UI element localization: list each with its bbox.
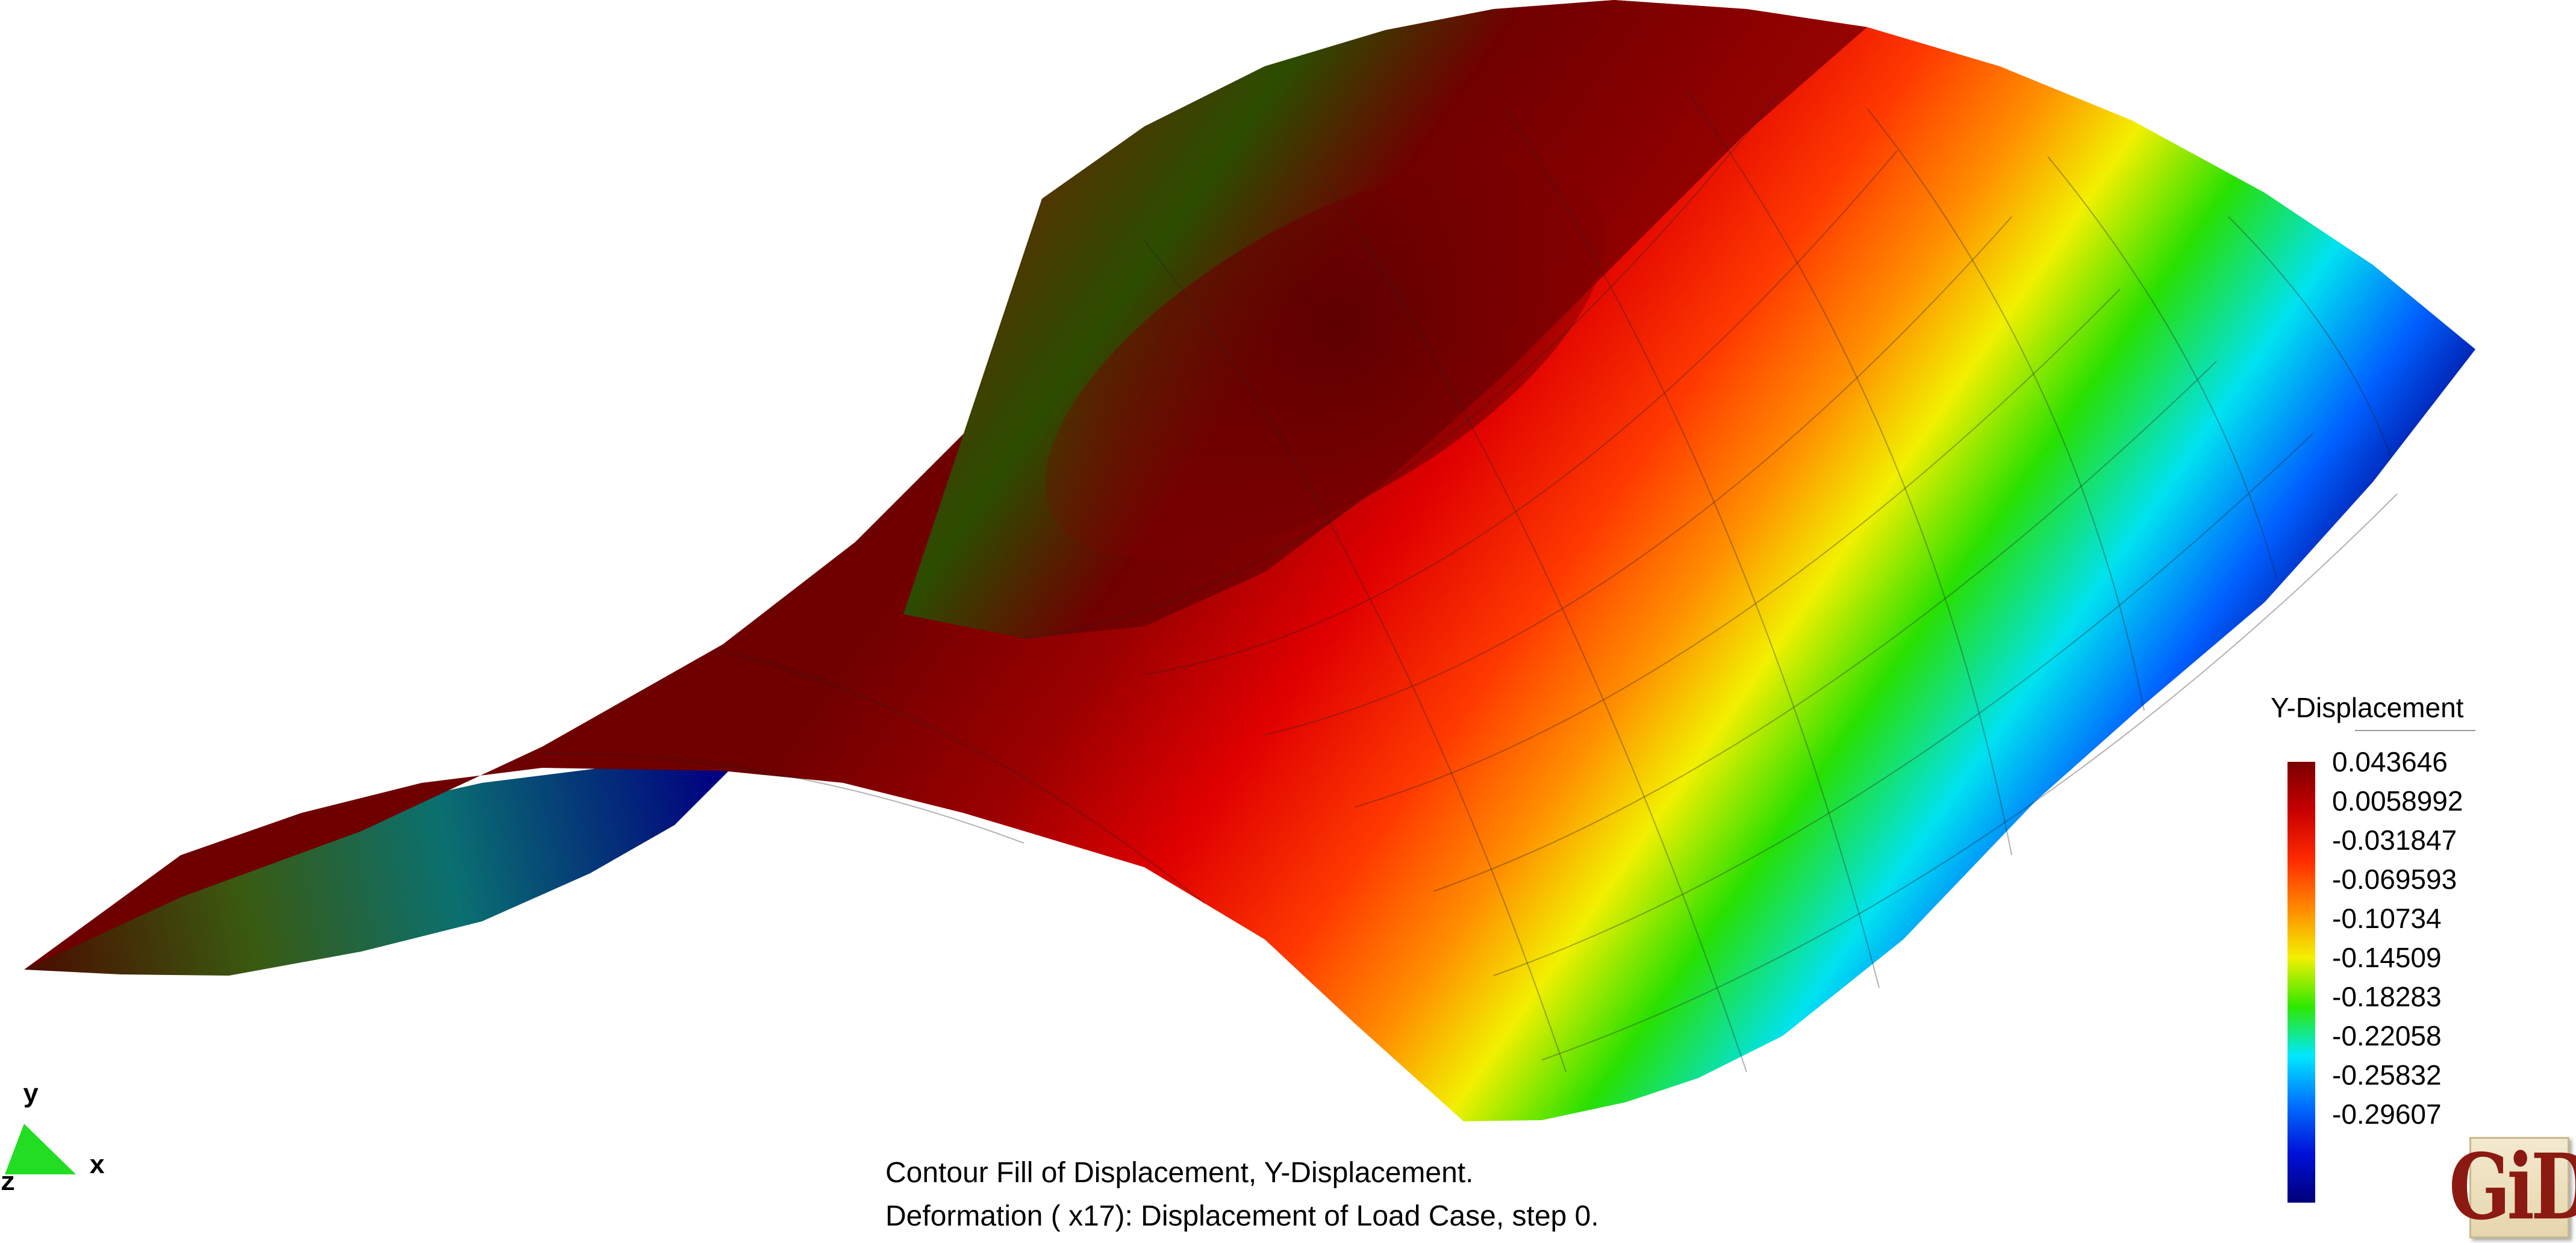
gid-logo: GiD <box>2449 1137 2576 1238</box>
legend-value-1: 0.0058992 <box>2332 785 2463 817</box>
plot-caption: Contour Fill of Displacement, Y-Displace… <box>885 1151 1599 1238</box>
legend-value-8: -0.25832 <box>2332 1059 2442 1091</box>
gid-logo-text: GiD <box>2448 1134 2576 1241</box>
legend-value-9: -0.29607 <box>2332 1098 2442 1130</box>
legend-value-0: 0.043646 <box>2332 746 2448 777</box>
axes-triad: y x z <box>0 1078 120 1198</box>
mesh-grid <box>541 90 2398 1073</box>
axis-y-label: y <box>23 1080 39 1111</box>
legend-title: Y-Displacement <box>2271 692 2464 723</box>
axes-triangle-icon <box>5 1124 76 1174</box>
axis-x-label: x <box>89 1151 105 1182</box>
caption-line-1: Contour Fill of Displacement, Y-Displace… <box>885 1157 1474 1189</box>
color-legend: Y-Displacement 0.043646 0.0058992 -0.031… <box>2265 691 2506 1203</box>
surface-left-wing <box>24 768 729 976</box>
legend-value-3: -0.069593 <box>2332 864 2457 895</box>
axis-z-label: z <box>0 1168 16 1198</box>
legend-value-5: -0.14509 <box>2332 942 2442 973</box>
legend-value-4: -0.10734 <box>2332 903 2442 934</box>
legend-value-6: -0.18283 <box>2332 981 2442 1012</box>
caption-line-2: Deformation ( x17): Displacement of Load… <box>885 1200 1599 1232</box>
legend-title-underline <box>2355 730 2475 731</box>
legend-color-bar <box>2288 762 2315 1203</box>
legend-value-2: -0.031847 <box>2332 824 2457 856</box>
legend-value-7: -0.22058 <box>2332 1020 2442 1051</box>
